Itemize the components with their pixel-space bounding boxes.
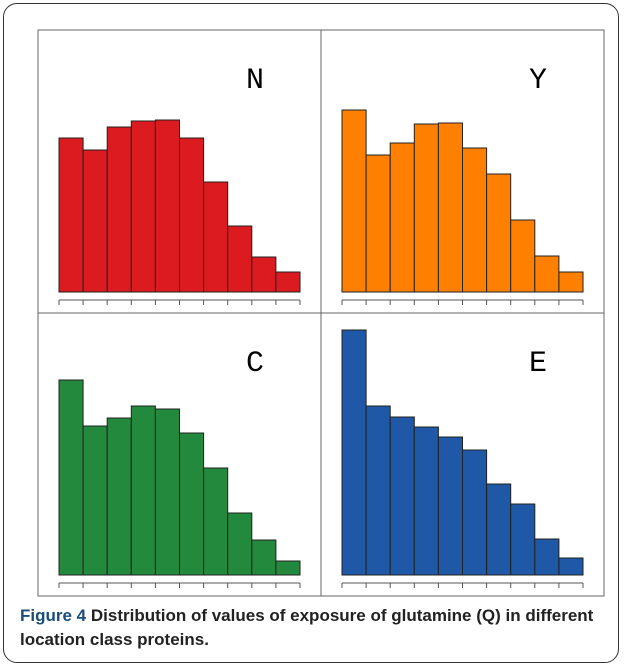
bar	[203, 467, 229, 576]
bar	[275, 560, 301, 576]
bar	[534, 255, 560, 293]
bar	[462, 449, 488, 576]
figure-frame	[3, 3, 619, 663]
bar	[341, 109, 367, 293]
chart: N Y C E	[37, 29, 605, 597]
bar	[227, 512, 253, 576]
bar	[58, 137, 84, 293]
bar	[154, 408, 180, 576]
bar	[227, 225, 253, 293]
bar	[389, 416, 415, 576]
bar	[58, 379, 84, 576]
bar	[82, 149, 108, 293]
bar	[558, 557, 584, 576]
bar	[82, 425, 108, 576]
bar	[558, 271, 584, 293]
bar	[389, 142, 415, 293]
bar	[365, 154, 391, 293]
bar	[275, 271, 301, 293]
bar	[534, 538, 560, 576]
bar	[179, 137, 205, 293]
bar	[106, 417, 132, 576]
caption-text: Distribution of values of exposure of gl…	[20, 606, 594, 649]
bar	[130, 120, 156, 293]
bar	[203, 181, 229, 293]
bar	[154, 119, 180, 293]
bar	[437, 436, 463, 576]
panel-title: N	[246, 64, 264, 98]
bar	[413, 123, 439, 293]
bar	[130, 405, 156, 576]
bar	[251, 256, 277, 293]
bar	[510, 219, 536, 293]
bar	[251, 539, 277, 576]
bar	[437, 122, 463, 293]
bar	[486, 483, 512, 576]
bar	[413, 426, 439, 576]
bar	[341, 329, 367, 576]
bar	[106, 126, 132, 293]
bar	[365, 405, 391, 576]
caption-label: Figure 4	[20, 606, 87, 625]
caption: Figure 4 Distribution of values of expos…	[20, 604, 610, 652]
panel-title: C	[246, 347, 264, 381]
bar	[486, 173, 512, 293]
bar	[462, 147, 488, 293]
bar	[179, 432, 205, 576]
panel-title: E	[529, 347, 547, 381]
bar	[510, 503, 536, 576]
panel-title: Y	[529, 64, 547, 98]
